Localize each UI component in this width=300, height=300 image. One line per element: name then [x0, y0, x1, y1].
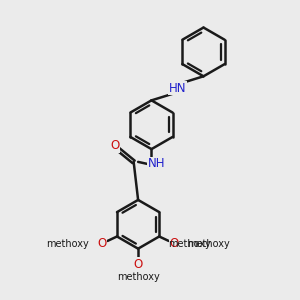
Text: O: O — [98, 237, 107, 250]
Text: methoxy: methoxy — [168, 239, 211, 249]
Text: methoxy: methoxy — [46, 239, 89, 249]
Text: HN: HN — [169, 82, 186, 95]
Text: methoxy: methoxy — [188, 239, 230, 249]
Text: O: O — [169, 237, 179, 250]
Text: methoxy: methoxy — [117, 272, 160, 282]
Text: O: O — [110, 139, 120, 152]
Text: NH: NH — [148, 158, 165, 170]
Text: O: O — [134, 258, 143, 271]
